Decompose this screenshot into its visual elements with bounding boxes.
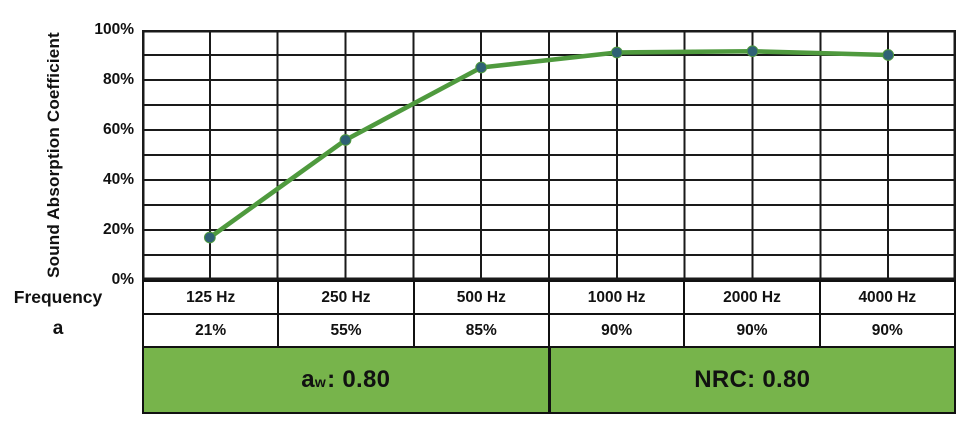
value-cell: 90% (549, 315, 686, 346)
frequency-cell: 4000 Hz (820, 282, 954, 313)
value-cell: 85% (414, 315, 550, 346)
value-cell: 21% (144, 315, 280, 346)
frequency-cell: 250 Hz (279, 282, 415, 313)
y-tick-label-80: 80% (102, 71, 134, 88)
value-cell: 90% (820, 315, 954, 346)
value-cell: 90% (685, 315, 821, 346)
data-point-marker (339, 134, 352, 146)
absorption-line (207, 48, 891, 240)
y-tick-label-40: 40% (102, 171, 134, 188)
y-tick-label-0: 0% (111, 271, 134, 288)
data-point-marker (746, 45, 759, 58)
frequency-cell: 1000 Hz (549, 282, 686, 313)
frequency-row-label: Frequency (13, 287, 103, 307)
frequency-cell: 125 Hz (144, 282, 280, 313)
data-point-marker (610, 46, 623, 59)
frequency-cell: 500 Hz (414, 282, 550, 313)
aw-rating-base: a (301, 366, 315, 393)
nrc-rating-cell: NRC: 0.80 (550, 348, 954, 412)
alpha-row-label: a (52, 318, 64, 339)
data-point-marker (882, 49, 895, 61)
absorption-values-row: 21% 55% 85% 90% 90% 90% (144, 315, 954, 348)
data-point-marker (475, 61, 488, 74)
y-tick-label-60: 60% (102, 121, 134, 138)
aw-rating-value: : 0.80 (327, 366, 391, 393)
data-table: 125 Hz 250 Hz 500 Hz 1000 Hz 2000 Hz 400… (142, 280, 956, 414)
data-point-marker (203, 231, 216, 244)
absorption-line-plot (142, 30, 956, 280)
y-axis-title: Sound Absorption Coefficient (44, 32, 63, 278)
frequency-row: 125 Hz 250 Hz 500 Hz 1000 Hz 2000 Hz 400… (144, 282, 954, 315)
value-cell: 55% (279, 315, 415, 346)
y-tick-label-100: 100% (94, 21, 134, 38)
y-tick-label-20: 20% (102, 221, 134, 238)
plot-area (142, 30, 956, 280)
frequency-cell: 2000 Hz (685, 282, 821, 313)
